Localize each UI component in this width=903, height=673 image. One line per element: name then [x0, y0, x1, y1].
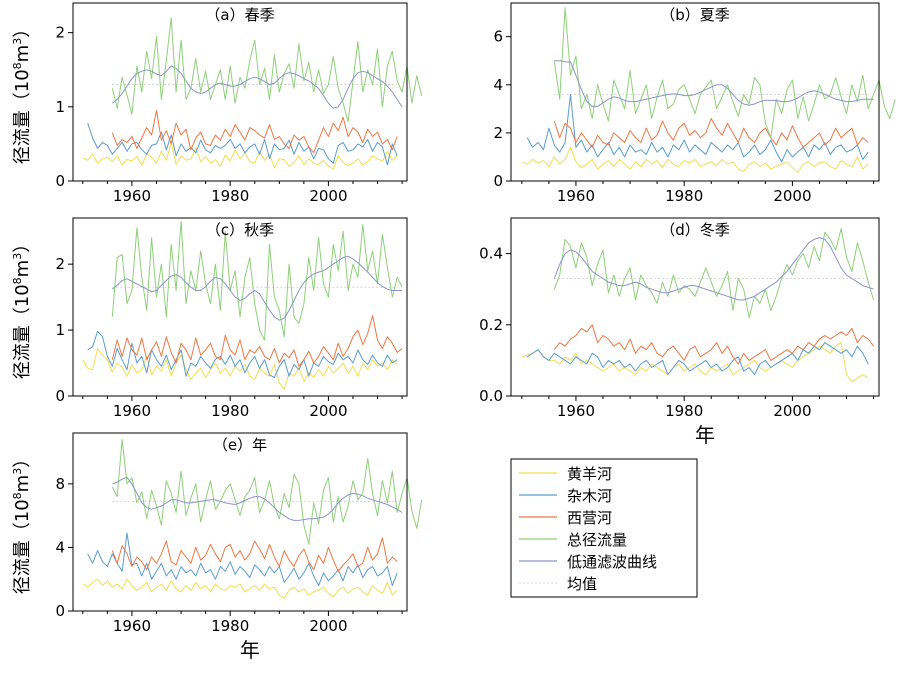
y-tick-label: 0.0: [479, 387, 503, 405]
x-tick-label: 1960: [557, 402, 595, 420]
series-line-zamu: [526, 342, 869, 376]
series-line-huangyang: [82, 141, 398, 170]
x-tick-label: 2000: [309, 402, 347, 420]
y-tick-label: 0.2: [479, 316, 503, 334]
y-tick-label: 4: [493, 76, 503, 94]
y-tick-label: 0: [55, 172, 65, 190]
y-tick-label: 6: [493, 28, 503, 46]
series-line-zamu: [87, 330, 398, 378]
legend-label-mean: 均值: [567, 575, 597, 593]
panel-title: （d）冬季: [660, 221, 730, 239]
series-line-huangyang: [82, 578, 398, 599]
axis-frame: [72, 432, 408, 612]
series-line-total: [111, 220, 403, 341]
legend-label-xiying: 西营河: [567, 509, 612, 527]
series-line-total: [553, 228, 875, 319]
series-line-huangyang: [521, 342, 869, 383]
x-tick-label: 1980: [665, 402, 703, 420]
x-axis-label: 年: [240, 638, 260, 662]
x-axis-label: 年: [695, 423, 715, 447]
x-tick-label: 1960: [113, 402, 151, 420]
x-tick-label: 2000: [309, 187, 347, 205]
series-line-total: [111, 438, 423, 545]
y-axis-label: 径流量（108m3）: [11, 450, 33, 594]
series-line-zamu: [526, 93, 869, 163]
y-tick-label: 0: [55, 602, 65, 620]
x-tick-label: 1980: [211, 187, 249, 205]
series-line-lowpass: [112, 477, 403, 521]
legend-label-zamu: 杂木河: [567, 487, 612, 505]
x-tick-label: 1980: [211, 402, 249, 420]
x-tick-label: 2000: [773, 402, 811, 420]
x-tick-label: 1960: [113, 187, 151, 205]
x-tick-label: 2000: [309, 617, 347, 635]
panel-d: 0.0 0.2 0.4 1960 1980 2000 （d）冬季年: [479, 217, 880, 447]
y-tick-label: 0: [493, 172, 503, 190]
legend-box: [510, 458, 698, 598]
y-tick-label: 2: [55, 24, 65, 42]
legend-label-total: 总径流量: [567, 531, 627, 549]
axis-frame: [72, 2, 408, 182]
panel-title: （e）年: [213, 436, 267, 454]
x-tick-label: 1980: [211, 617, 249, 635]
series-line-zamu: [87, 123, 398, 166]
series-line-lowpass: [111, 65, 403, 109]
x-tick-label: 1960: [113, 617, 151, 635]
y-tick-label: 1: [55, 98, 65, 116]
panel-title: （a）春季: [205, 6, 274, 24]
y-tick-label: 0: [55, 387, 65, 405]
y-tick-label: 1: [55, 321, 65, 339]
series-line-zamu: [87, 532, 398, 587]
x-tick-label: 2000: [773, 187, 811, 205]
series-line-lowpass: [554, 60, 874, 107]
panel-b: 0 2 4 6 1960 1980 2000 （b）夏季: [493, 2, 896, 205]
axis-frame: [510, 217, 880, 397]
y-tick-label: 0.4: [479, 245, 503, 263]
series-line-xiying: [111, 110, 398, 154]
series-line-lowpass: [553, 237, 874, 301]
series-line-total: [553, 7, 896, 139]
series-line-total: [111, 17, 423, 123]
x-tick-label: 1960: [557, 187, 595, 205]
series-line-xiying: [111, 537, 398, 572]
y-tick-label: 2: [493, 124, 503, 142]
y-axis-label: 径流量（108m3）: [11, 20, 33, 164]
legend-label-lowpass: 低通滤波曲线: [567, 553, 657, 571]
x-tick-label: 1980: [665, 187, 703, 205]
series-line-xiying: [111, 315, 403, 367]
axis-frame: [72, 217, 408, 397]
legend-label-huangyang: 黄羊河: [567, 465, 612, 483]
series-line-xiying: [553, 324, 874, 365]
y-tick-label: 2: [55, 255, 65, 273]
y-tick-label: 4: [55, 538, 65, 556]
axis-frame: [510, 2, 880, 182]
series-line-lowpass: [111, 255, 403, 321]
series-line-huangyang: [82, 348, 398, 390]
series-line-huangyang: [521, 146, 869, 174]
panel-title: （c）秋季: [206, 221, 274, 239]
panel-title: （b）夏季: [660, 6, 730, 24]
y-tick-label: 8: [55, 475, 65, 493]
series-line-xiying: [553, 118, 869, 148]
y-axis-label: 径流量（108m3）: [11, 235, 33, 379]
